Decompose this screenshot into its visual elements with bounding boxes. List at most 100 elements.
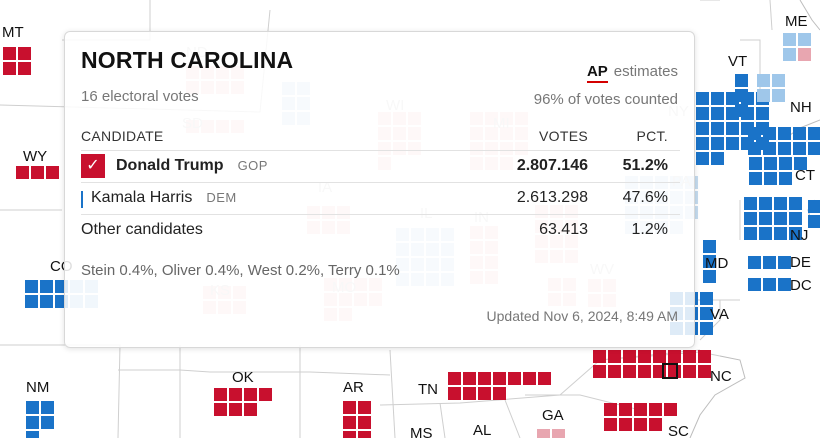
electoral-tile [537, 429, 550, 438]
state-tiles-tn [448, 372, 551, 400]
state-label-nh: NH [790, 99, 812, 116]
electoral-tile [552, 429, 565, 438]
header-pct: PCT. [636, 128, 668, 144]
state-label-nj: NJ [790, 227, 808, 244]
state-label-nm: NM [26, 379, 49, 396]
electoral-tile [343, 401, 356, 414]
electoral-tile [759, 212, 772, 225]
electoral-tile [789, 227, 802, 240]
electoral-tile [463, 372, 476, 385]
electoral-tile [463, 387, 476, 400]
electoral-tile [749, 157, 762, 170]
electoral-tile [259, 388, 272, 401]
electoral-tile [538, 372, 551, 385]
electoral-tile [774, 197, 787, 210]
electoral-tile [772, 74, 785, 87]
electoral-tile [493, 372, 506, 385]
party-label: GOP [237, 158, 268, 173]
electoral-tile [244, 403, 257, 416]
electoral-tile [3, 62, 16, 75]
state-tiles-nc [593, 350, 711, 378]
electoral-tile [711, 152, 724, 165]
electoral-tile [698, 365, 711, 378]
electoral-tile [764, 157, 777, 170]
electoral-tile [649, 403, 662, 416]
state-label-de: DE [790, 254, 811, 271]
state-label-ga: GA [542, 407, 564, 424]
electoral-tile [789, 197, 802, 210]
dem-indicator [81, 191, 83, 208]
electoral-tile [214, 388, 227, 401]
electoral-tile [741, 122, 754, 135]
other-candidates-breakdown: Stein 0.4%, Oliver 0.4%, West 0.2%, Terr… [81, 262, 400, 279]
electoral-tile [778, 278, 791, 291]
updated-timestamp: Updated Nov 6, 2024, 8:49 AM [486, 308, 678, 324]
electoral-tile [493, 387, 506, 400]
table-row-winner: ✓ Donald Trump GOP 2.807.146 51.2% [81, 151, 680, 183]
electoral-tile [778, 256, 791, 269]
candidate-name-text: Kamala Harris [91, 189, 193, 206]
state-results-popup: NORTH CAROLINA 16 electoral votes AP esti… [64, 31, 695, 348]
header-votes: VOTES [539, 128, 588, 144]
electoral-tile [703, 255, 716, 268]
electoral-tile [772, 89, 785, 102]
state-label-md: MD [705, 255, 728, 272]
electoral-tile [774, 227, 787, 240]
electoral-tile [756, 137, 769, 150]
electoral-tile [229, 403, 242, 416]
electoral-tile [343, 416, 356, 429]
electoral-tile [778, 127, 791, 140]
source-attribution: AP estimates [586, 63, 678, 83]
electoral-tile [726, 122, 739, 135]
electoral-tile [757, 89, 770, 102]
electoral-tile [759, 227, 772, 240]
state-label-tn: TN [418, 381, 438, 398]
electoral-tile [41, 401, 54, 414]
state-tiles-nj [744, 197, 802, 240]
electoral-tile [634, 418, 647, 431]
electoral-tile [757, 74, 770, 87]
electoral-tile [523, 372, 536, 385]
party-label: DEM [206, 190, 237, 205]
state-tiles-wy [16, 166, 59, 179]
state-tiles-de [748, 256, 791, 269]
electoral-tile [448, 372, 461, 385]
table-row: Kamala Harris DEM 2.613.298 47.6% [81, 183, 680, 215]
state-label-vt: VT [728, 53, 747, 70]
electoral-tile [783, 48, 796, 61]
state-tiles-mt [3, 47, 31, 75]
candidate-votes: 2.807.146 [516, 157, 588, 174]
electoral-tile [604, 403, 617, 416]
electoral-tile [756, 122, 769, 135]
electoral-tile [668, 350, 681, 363]
electoral-tile [763, 256, 776, 269]
electoral-tile [593, 350, 606, 363]
electoral-tile [749, 172, 762, 185]
electoral-tile [696, 107, 709, 120]
state-tiles-nm [26, 401, 54, 438]
electoral-tile [214, 403, 227, 416]
electoral-tile [31, 166, 44, 179]
header-candidate: CANDIDATE [81, 128, 164, 144]
electoral-tile [46, 166, 59, 179]
winner-check-icon: ✓ [81, 154, 105, 178]
electoral-tile [789, 212, 802, 225]
electoral-tile [229, 388, 242, 401]
electoral-tile [748, 256, 761, 269]
electoral-tile [703, 240, 716, 253]
candidate-pct: 51.2% [622, 157, 668, 174]
electoral-tile [744, 212, 757, 225]
state-tiles-ga [537, 429, 565, 438]
electoral-tile [18, 62, 31, 75]
candidate-pct: 1.2% [631, 221, 668, 238]
electoral-tile [634, 403, 647, 416]
electoral-tile [778, 142, 791, 155]
electoral-tile [244, 388, 257, 401]
electoral-tile [808, 200, 820, 213]
electoral-tile [3, 47, 16, 60]
electoral-tile [26, 401, 39, 414]
electoral-tile [700, 322, 713, 335]
electoral-tile [25, 295, 38, 308]
state-tiles-ma [748, 127, 820, 155]
state-tiles-vt [735, 74, 748, 117]
